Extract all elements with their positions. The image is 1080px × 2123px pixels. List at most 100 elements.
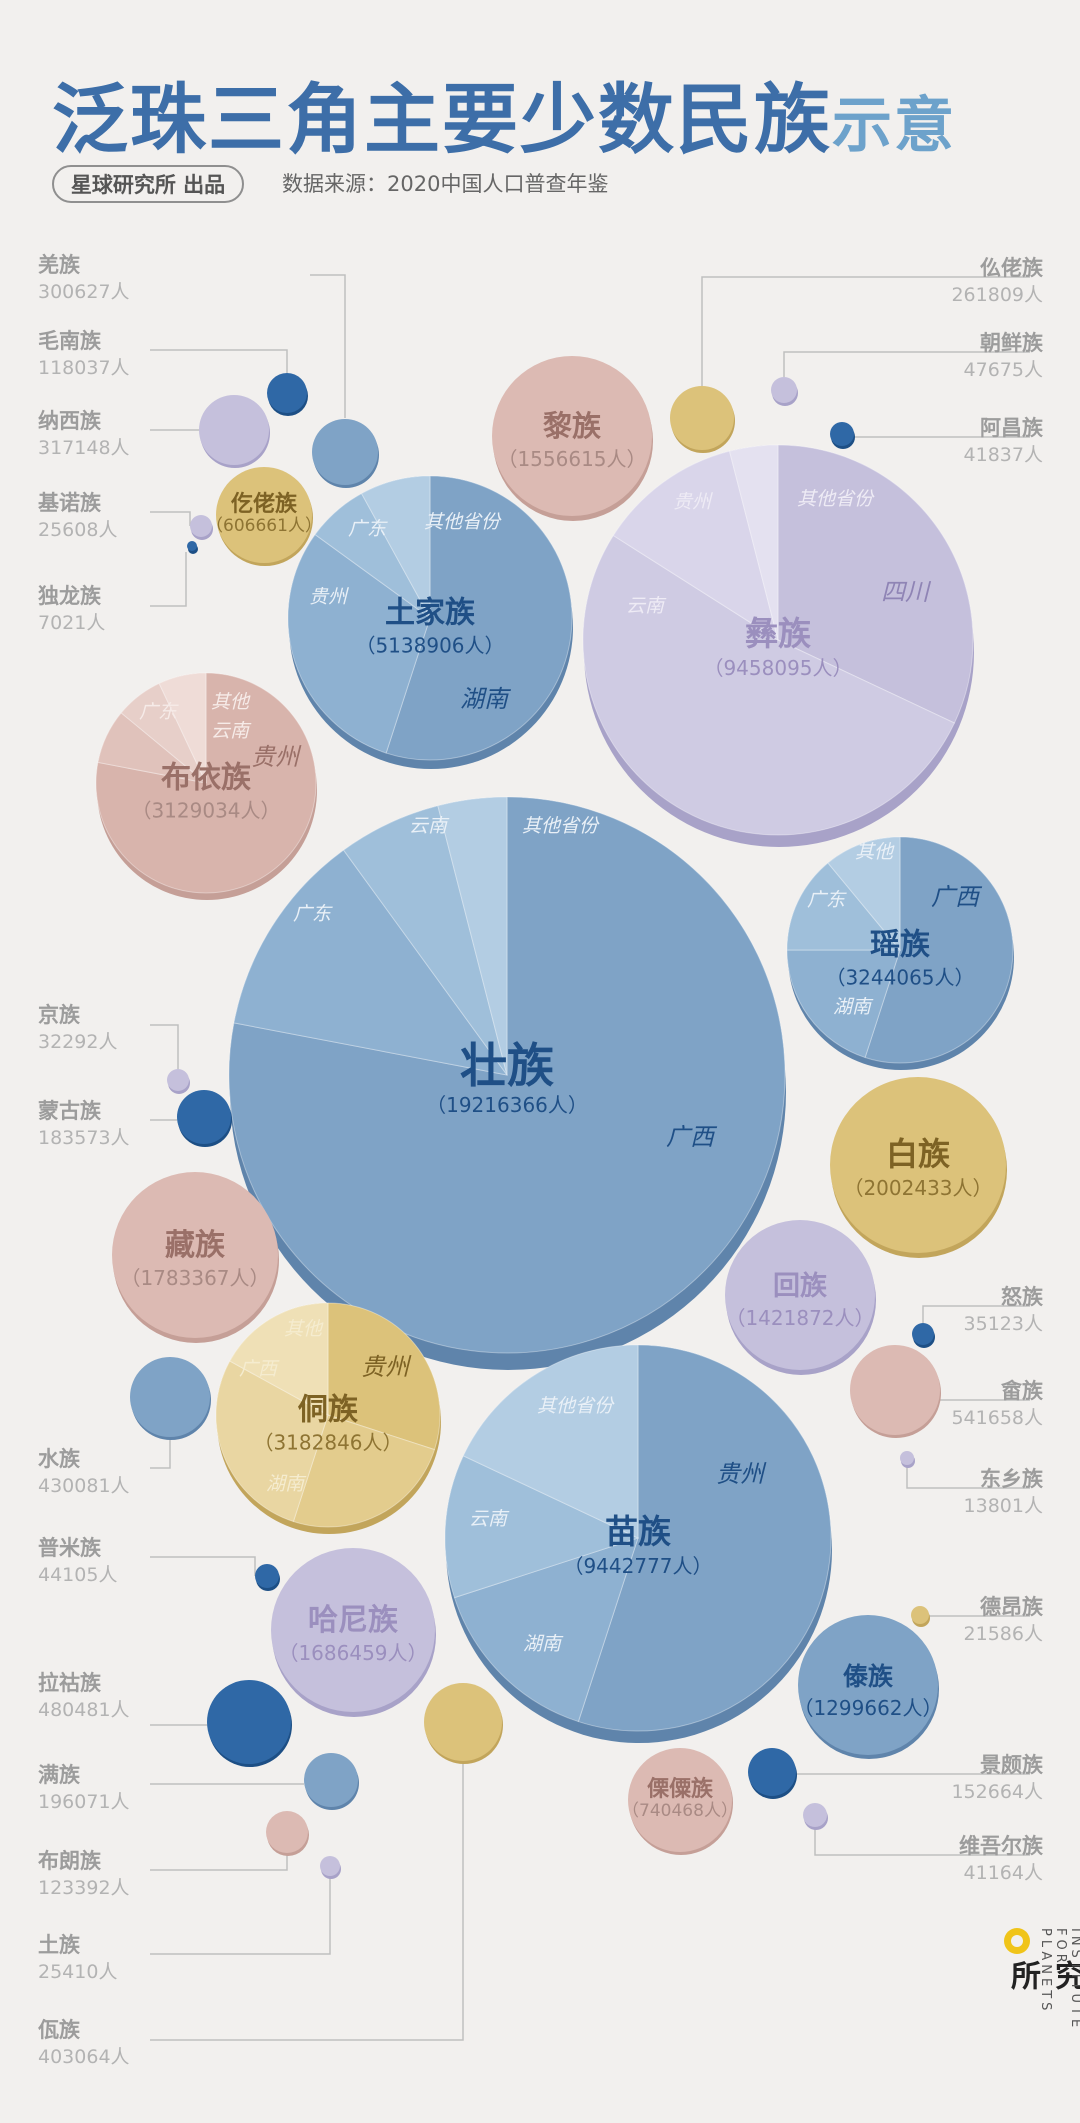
major-bubble — [444, 1344, 832, 1743]
small-bubble — [670, 386, 735, 453]
pie-slice — [453, 1537, 639, 1723]
page-title: 泛珠三角主要少数民族示意 — [52, 58, 956, 168]
region-label: 其他 — [211, 691, 251, 713]
pie-slice — [462, 1344, 639, 1539]
medium-bubble — [216, 467, 313, 566]
small-bubble — [900, 1451, 915, 1468]
bubble-face — [255, 1564, 279, 1588]
minority-population: 123392人 — [38, 1877, 130, 1899]
minority-population: 183573人 — [38, 1127, 130, 1149]
bubble-population: （9442777人） — [563, 1554, 712, 1578]
bubble-face — [304, 1753, 358, 1807]
leader-line — [150, 511, 191, 526]
minority-population: 41164人 — [964, 1862, 1043, 1884]
bubble-population: （3129034人） — [131, 799, 280, 823]
bubble-population: （3244065人） — [825, 966, 974, 990]
bubble-population: （2002433人） — [843, 1176, 992, 1200]
minority-population: 317148人 — [38, 437, 130, 459]
pie-slice — [444, 1455, 640, 1599]
minority-population: 480481人 — [38, 1699, 130, 1721]
small-bubble — [320, 1856, 341, 1879]
minority-name: 基诺族 — [38, 491, 102, 515]
bubble-population: （19216366人） — [426, 1093, 588, 1117]
minority-population: 430081人 — [38, 1475, 130, 1497]
region-label: 其他省份 — [797, 488, 875, 510]
minority-population: 13801人 — [964, 1495, 1043, 1517]
bubble-name: 瑶族 — [870, 928, 931, 963]
minority-name: 满族 — [38, 1763, 81, 1787]
pie-slice — [577, 1344, 832, 1732]
bubble-face — [748, 1748, 796, 1796]
pie-slice — [314, 492, 431, 619]
leader-line — [150, 1853, 288, 1871]
bubble-face — [725, 1220, 875, 1370]
minority-population: 25410人 — [38, 1961, 117, 1983]
pie-slice — [120, 682, 207, 784]
pie-slice — [360, 475, 431, 619]
minority-name: 拉祜族 — [38, 1671, 102, 1695]
minority-population: 541658人 — [951, 1407, 1043, 1429]
medium-bubble — [271, 1548, 436, 1717]
minority-name: 羌族 — [38, 253, 81, 277]
bubble-name: 土家族 — [385, 596, 476, 631]
region-label: 湖南 — [833, 996, 874, 1018]
bubble-population: （1421872人） — [725, 1306, 874, 1330]
region-label: 其他省份 — [522, 815, 600, 837]
small-bubble — [190, 515, 213, 540]
pie-slice — [786, 949, 901, 1059]
bubble-face — [190, 515, 212, 537]
bubble-name: 壮族 — [460, 1039, 554, 1094]
region-label: 广东 — [293, 903, 333, 925]
pie-slice — [342, 805, 508, 1076]
pie-slice — [728, 444, 779, 641]
region-label: 其他省份 — [424, 511, 502, 533]
bubble-face — [267, 373, 307, 413]
pie-slice — [287, 533, 431, 754]
bubble-population: （1686459人） — [278, 1641, 427, 1665]
small-bubble — [912, 1323, 935, 1348]
leader-line — [150, 1761, 464, 2041]
bubble-name: 仡佬族 — [230, 491, 298, 517]
bubble-face — [670, 386, 734, 450]
pie-slice — [327, 1302, 441, 1451]
bubble-population: （740468人） — [622, 1801, 738, 1821]
minority-name: 水族 — [38, 1447, 81, 1471]
region-label: 其他 — [855, 841, 895, 863]
leader-line — [906, 1465, 1030, 1489]
leader-line — [150, 1437, 171, 1469]
small-bubble — [748, 1748, 797, 1799]
pie-slice — [233, 849, 509, 1076]
small-bubble — [255, 1564, 280, 1591]
leader-line — [150, 1876, 331, 1955]
bubble-population: （1783367人） — [120, 1266, 269, 1290]
region-label: 湖南 — [266, 1473, 307, 1495]
region-label: 贵州 — [309, 586, 349, 608]
bubble-name: 回族 — [773, 1270, 828, 1302]
minority-population: 300627人 — [38, 281, 130, 303]
small-bubble — [911, 1606, 930, 1627]
medium-bubble — [492, 356, 653, 521]
leader-line — [814, 1827, 1030, 1856]
bubble-face — [266, 1811, 308, 1853]
minority-name: 布朗族 — [38, 1849, 102, 1873]
region-label: 湖南 — [523, 1633, 564, 1655]
logo-name-cn: 星球研究所 — [1005, 1960, 1080, 1992]
leader-line — [701, 276, 1030, 386]
minority-name: 怒族 — [1001, 1285, 1044, 1309]
small-bubble — [312, 419, 379, 488]
minority-name: 京族 — [38, 1003, 81, 1027]
bubble-population: （3182846人） — [253, 1431, 402, 1455]
bubble-population: （1299662人） — [793, 1696, 942, 1720]
bubble-name: 傣族 — [843, 1662, 894, 1691]
minority-name: 东乡族 — [980, 1467, 1044, 1491]
small-bubble — [130, 1357, 211, 1440]
bubble-face — [830, 422, 854, 446]
minority-population: 47675人 — [964, 359, 1043, 381]
minority-name: 畲族 — [1000, 1379, 1044, 1403]
bubble-name: 黎族 — [543, 409, 602, 443]
minority-name: 普米族 — [38, 1536, 102, 1560]
region-label: 贵州 — [251, 743, 302, 771]
bubble-face — [900, 1451, 914, 1465]
minority-population: 41837人 — [964, 444, 1043, 466]
